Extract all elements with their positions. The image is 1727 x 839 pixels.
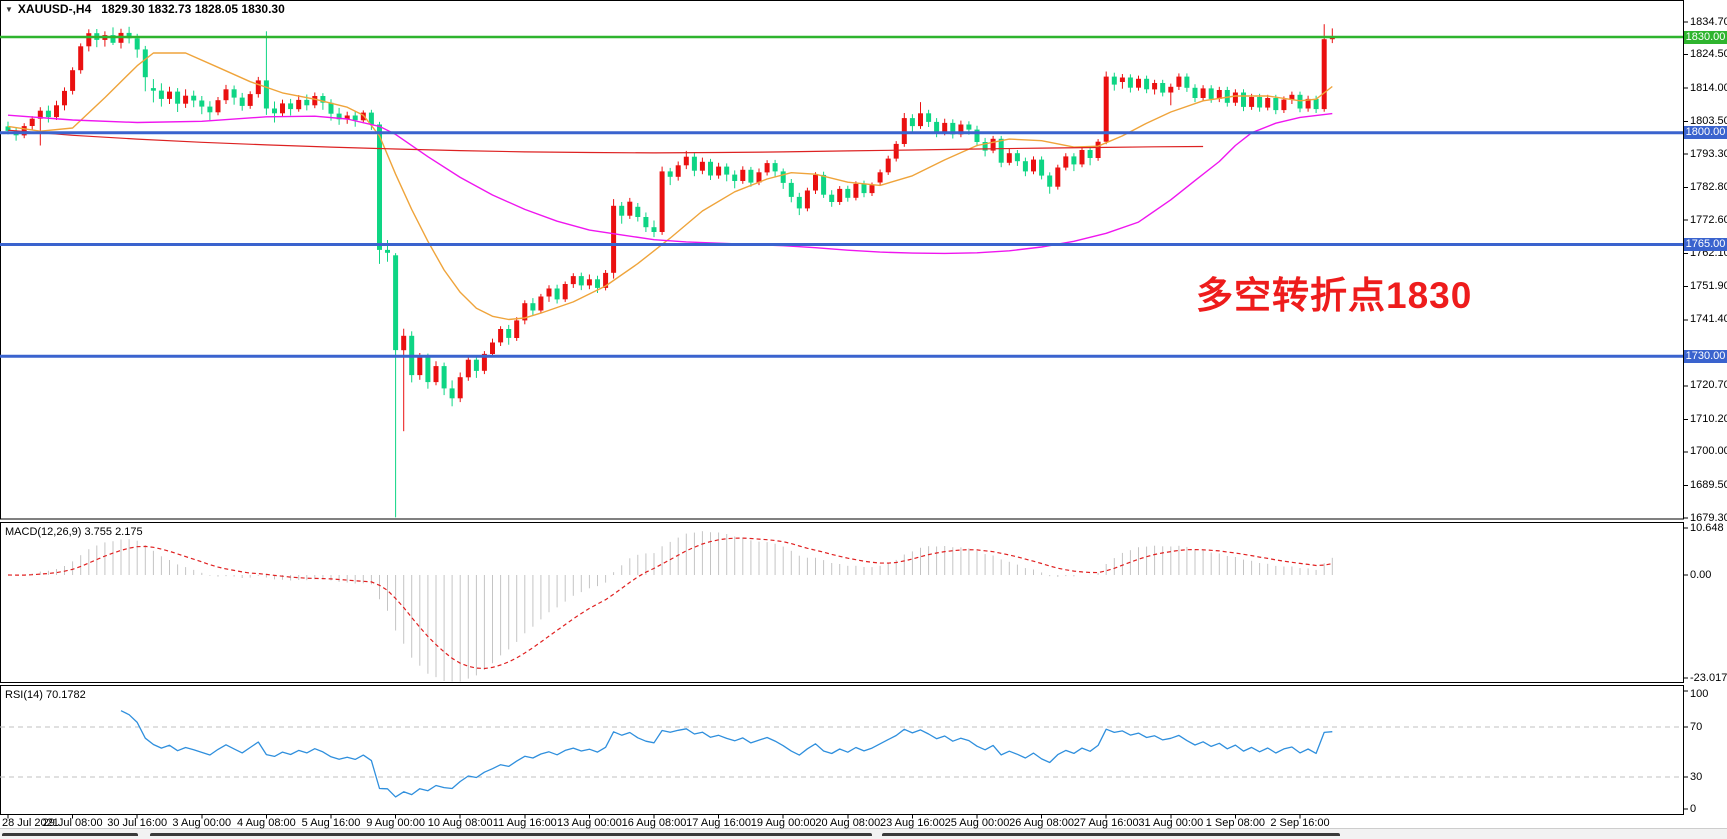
macd-axis-label: 10.648 <box>1690 521 1724 534</box>
annotation-text: 多空转折点1830 <box>1196 275 1473 316</box>
price-line-badge: 1765.00 <box>1684 237 1727 251</box>
price-tick-label: 1700.00 <box>1690 445 1727 458</box>
scrollbar-segment[interactable] <box>2 833 138 836</box>
time-axis-label: 26 Aug 08:00 <box>1009 817 1075 829</box>
chart-title: ▼ XAUUSD-,H4 1829.30 1832.73 1828.05 1830.… <box>5 2 285 16</box>
price-tick-label: 1679.30 <box>1690 511 1727 524</box>
price-tick-label: 1689.50 <box>1690 478 1727 491</box>
symbol-dropdown-icon[interactable]: ▼ <box>5 5 13 14</box>
time-axis-label: 3 Aug 00:00 <box>172 817 232 829</box>
time-axis-label: 13 Aug 00:00 <box>556 817 622 829</box>
price-tick-label: 1782.80 <box>1690 181 1727 194</box>
scrollbar-segment[interactable] <box>150 833 872 836</box>
time-axis-label: 16 Aug 08:00 <box>621 817 687 829</box>
time-axis-label: 20 Aug 08:00 <box>815 817 881 829</box>
price-line-badge: 1730.00 <box>1684 349 1727 363</box>
time-axis-label: 25 Aug 00:00 <box>944 817 1010 829</box>
price-tick-label: 1803.50 <box>1690 115 1727 128</box>
macd-values: 3.755 2.175 <box>84 526 143 538</box>
time-axis-label: 11 Aug 16:00 <box>492 817 557 829</box>
price-tick-label: 1741.40 <box>1690 313 1727 326</box>
price-tick-label: 1793.30 <box>1690 147 1727 160</box>
time-axis-label: 4 Aug 08:00 <box>237 817 296 829</box>
rsi-axis-label: 0 <box>1690 802 1697 815</box>
ohlc-readout: 1829.30 1832.73 1828.05 1830.30 <box>101 2 285 16</box>
price-tick-label: 1720.70 <box>1690 379 1727 392</box>
price-line-badge: 1800.00 <box>1684 126 1727 140</box>
price-tick-label: 1834.70 <box>1690 15 1727 28</box>
macd-axis-label: -23.017 <box>1690 671 1727 684</box>
time-axis-label: 30 Jul 16:00 <box>107 817 168 829</box>
rsi-value: 70.1782 <box>45 689 86 701</box>
time-axis-label: 10 Aug 08:00 <box>427 817 493 829</box>
price-tick-label: 1772.60 <box>1690 213 1727 226</box>
price-tick-label: 1824.50 <box>1690 48 1727 61</box>
time-axis-label: 9 Aug 00:00 <box>366 817 425 829</box>
price-line-badge: 1830.00 <box>1684 30 1727 44</box>
rsi-axis-label: 30 <box>1690 770 1703 783</box>
time-axis-label: 17 Aug 16:00 <box>686 817 752 829</box>
time-axis-label: 27 Aug 16:00 <box>1073 817 1139 829</box>
macd-axis-label: 0.00 <box>1690 568 1712 581</box>
rsi-indicator-label: RSI(14) 70.1782 <box>5 689 86 701</box>
price-tick-label: 1751.90 <box>1690 279 1727 292</box>
macd-indicator-label: MACD(12,26,9) 3.755 2.175 <box>5 526 143 538</box>
bottom-scrollbar[interactable] <box>0 828 1727 839</box>
time-axis-label: 23 Aug 16:00 <box>879 817 945 829</box>
macd-name: MACD(12,26,9) <box>5 526 82 538</box>
rsi-name: RSI(14) <box>5 689 43 701</box>
symbol-timeframe-label: XAUUSD-,H4 <box>17 2 92 16</box>
price-tick-label: 1814.00 <box>1690 81 1727 94</box>
time-axis-label: 19 Aug 00:00 <box>750 817 816 829</box>
time-axis-label: 2 Sep 16:00 <box>1270 817 1330 829</box>
time-axis-label: 1 Sep 08:00 <box>1205 817 1266 829</box>
rsi-axis-label: 100 <box>1690 687 1709 700</box>
scrollbar-segment[interactable] <box>882 833 1340 836</box>
rsi-axis-label: 70 <box>1690 720 1703 733</box>
time-axis-label: 28 Jul 2021 <box>2 817 59 829</box>
time-axis-label: 29 Jul 08:00 <box>42 817 103 829</box>
price-tick-label: 1710.20 <box>1690 412 1727 425</box>
time-axis-label: 5 Aug 16:00 <box>301 817 361 829</box>
time-axis-label: 31 Aug 00:00 <box>1138 817 1204 829</box>
